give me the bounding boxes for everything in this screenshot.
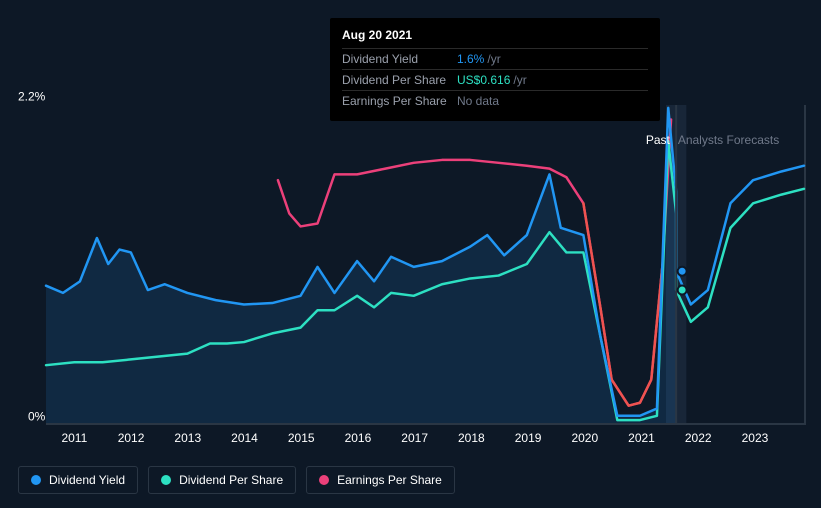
x-axis-tick-label: 2015 bbox=[288, 431, 315, 445]
legend-dot-icon bbox=[31, 475, 41, 485]
legend-label: Dividend Per Share bbox=[179, 473, 283, 487]
x-axis-tick-label: 2021 bbox=[628, 431, 655, 445]
x-axis-tick-label: 2012 bbox=[118, 431, 145, 445]
chart-container: 2.2% PastAnalysts Forecasts 0% 201120122… bbox=[18, 105, 806, 425]
x-axis-tick-label: 2017 bbox=[401, 431, 428, 445]
tooltip-date: Aug 20 2021 bbox=[342, 28, 648, 42]
tooltip-row-value: US$0.616 bbox=[457, 73, 510, 87]
x-axis-tick-label: 2011 bbox=[61, 431, 87, 445]
chart-legend: Dividend Yield Dividend Per Share Earnings… bbox=[18, 466, 455, 494]
past-label: Past bbox=[646, 133, 670, 147]
x-axis-tick-label: 2019 bbox=[515, 431, 542, 445]
x-axis-tick-label: 2018 bbox=[458, 431, 485, 445]
legend-dot-icon bbox=[161, 475, 171, 485]
x-axis-tick-label: 2014 bbox=[231, 431, 258, 445]
x-axis-tick-label: 2023 bbox=[742, 431, 769, 445]
legend-item-dividend-per-share[interactable]: Dividend Per Share bbox=[148, 466, 296, 494]
tooltip-row-unit: /yr bbox=[513, 73, 526, 87]
x-axis-tick-label: 2022 bbox=[685, 431, 712, 445]
past-forecast-labels: Past Analysts Forecasts bbox=[646, 133, 779, 147]
legend-dot-icon bbox=[319, 475, 329, 485]
tooltip-row: Dividend Per ShareUS$0.616/yr bbox=[342, 69, 648, 90]
tooltip-rows: Dividend Yield1.6%/yrDividend Per ShareU… bbox=[342, 48, 648, 111]
legend-label: Dividend Yield bbox=[49, 473, 125, 487]
tooltip-row-unit: /yr bbox=[487, 52, 500, 66]
x-axis-tick-label: 2020 bbox=[571, 431, 598, 445]
x-axis-labels: 2011 2012 2013 2014 2015 2016 2017 2018 2019 2020… bbox=[46, 431, 806, 451]
y-axis-min-label: 0% bbox=[28, 410, 45, 424]
legend-item-earnings-per-share[interactable]: Earnings Per Share bbox=[306, 466, 455, 494]
tooltip-row: Dividend Yield1.6%/yr bbox=[342, 48, 648, 69]
x-axis-tick-label: 2013 bbox=[174, 431, 201, 445]
tooltip-row-label: Dividend Per Share bbox=[342, 73, 457, 87]
tooltip-row-value: 1.6% bbox=[457, 52, 484, 66]
y-axis-max-label: 2.2% bbox=[18, 90, 45, 104]
plot-area[interactable]: Past Analysts Forecasts bbox=[46, 105, 806, 425]
chart-svg bbox=[46, 105, 804, 423]
legend-label: Earnings Per Share bbox=[337, 473, 442, 487]
x-axis-tick-label: 2016 bbox=[345, 431, 372, 445]
legend-item-dividend-yield[interactable]: Dividend Yield bbox=[18, 466, 138, 494]
tooltip-row-label: Dividend Yield bbox=[342, 52, 457, 66]
forecast-label: Analysts Forecasts bbox=[678, 133, 779, 147]
